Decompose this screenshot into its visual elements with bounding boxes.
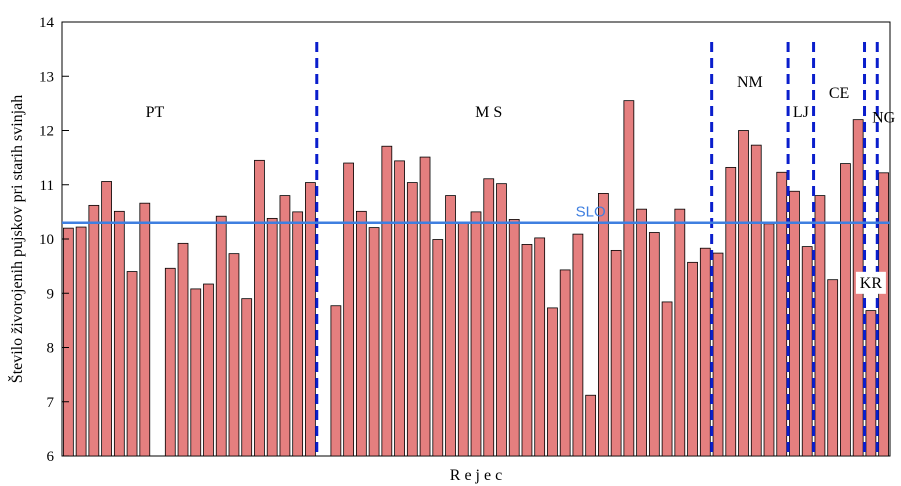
bar xyxy=(572,233,584,457)
bar xyxy=(343,162,354,457)
bar xyxy=(381,145,393,457)
bar xyxy=(483,178,495,457)
bar xyxy=(279,195,291,457)
y-tick-label: 11 xyxy=(40,178,54,194)
bar xyxy=(496,183,507,457)
bar xyxy=(445,195,456,457)
y-tick-label: 12 xyxy=(39,124,54,140)
bar xyxy=(63,227,74,457)
bar xyxy=(292,211,304,457)
bar xyxy=(547,307,558,457)
region-labels: PT M S NM LJ CE KR NG xyxy=(146,74,896,294)
bar xyxy=(776,171,788,457)
bar xyxy=(725,166,737,457)
bar xyxy=(559,269,571,457)
bar xyxy=(126,271,138,457)
y-tick-label: 6 xyxy=(47,449,55,465)
bar xyxy=(355,210,367,457)
bar xyxy=(419,156,431,457)
bar xyxy=(164,267,176,457)
bar xyxy=(636,208,647,457)
bar xyxy=(241,298,253,457)
bar xyxy=(598,193,609,457)
bar xyxy=(699,247,711,457)
bar xyxy=(139,202,151,457)
y-tick-label: 7 xyxy=(47,395,55,411)
bar xyxy=(865,310,877,457)
bar xyxy=(610,249,622,457)
region-label: NG xyxy=(872,109,896,126)
bar xyxy=(113,210,125,457)
bar xyxy=(534,237,546,457)
x-axis-title: R e j e c xyxy=(450,467,502,484)
region-label: KR xyxy=(860,275,883,292)
bar xyxy=(750,144,762,457)
bar xyxy=(406,182,418,457)
y-tick-label: 14 xyxy=(39,15,55,31)
bar xyxy=(457,222,469,457)
bar xyxy=(827,279,839,457)
region-label: M S xyxy=(475,104,502,121)
bar xyxy=(789,190,800,457)
bar xyxy=(266,217,278,457)
bar xyxy=(254,159,265,457)
bar xyxy=(394,160,405,457)
bar xyxy=(330,305,342,457)
bar xyxy=(190,288,202,457)
y-tick-label: 9 xyxy=(47,286,55,302)
bar xyxy=(687,261,698,457)
bar xyxy=(203,283,214,457)
bar xyxy=(228,253,240,457)
bar xyxy=(432,239,444,457)
bar xyxy=(814,195,826,457)
y-tick-label: 8 xyxy=(47,341,55,357)
bar xyxy=(648,232,660,457)
region-label: LJ xyxy=(793,104,809,121)
bar xyxy=(470,211,482,457)
bar xyxy=(840,163,851,457)
bar xyxy=(508,219,520,457)
bar xyxy=(738,130,749,457)
bar xyxy=(661,301,673,457)
bar xyxy=(674,208,686,457)
bars xyxy=(63,100,889,457)
y-tick-label: 10 xyxy=(39,232,54,248)
y-axis-ticks: 6 7 8 9 10 11 12 13 14 xyxy=(39,15,69,465)
bar xyxy=(177,242,189,457)
bar xyxy=(878,172,889,457)
region-label: CE xyxy=(829,85,849,102)
reference-line-label: SLO xyxy=(576,204,606,221)
bar xyxy=(88,204,100,457)
bar xyxy=(585,394,597,457)
region-dividers xyxy=(315,42,879,456)
bar xyxy=(368,227,380,457)
y-axis-title: Število živorojenih pujskov pri starih s… xyxy=(7,95,26,383)
bar xyxy=(521,244,533,457)
bar xyxy=(75,226,87,457)
bar xyxy=(712,252,724,457)
bar xyxy=(101,181,112,457)
region-label-box xyxy=(855,271,886,294)
bar xyxy=(763,223,775,457)
bar xyxy=(623,100,635,457)
region-label: PT xyxy=(146,104,165,121)
bar xyxy=(215,215,227,457)
region-label: NM xyxy=(737,74,763,91)
bar xyxy=(801,246,813,457)
y-tick-label: 13 xyxy=(39,69,54,85)
